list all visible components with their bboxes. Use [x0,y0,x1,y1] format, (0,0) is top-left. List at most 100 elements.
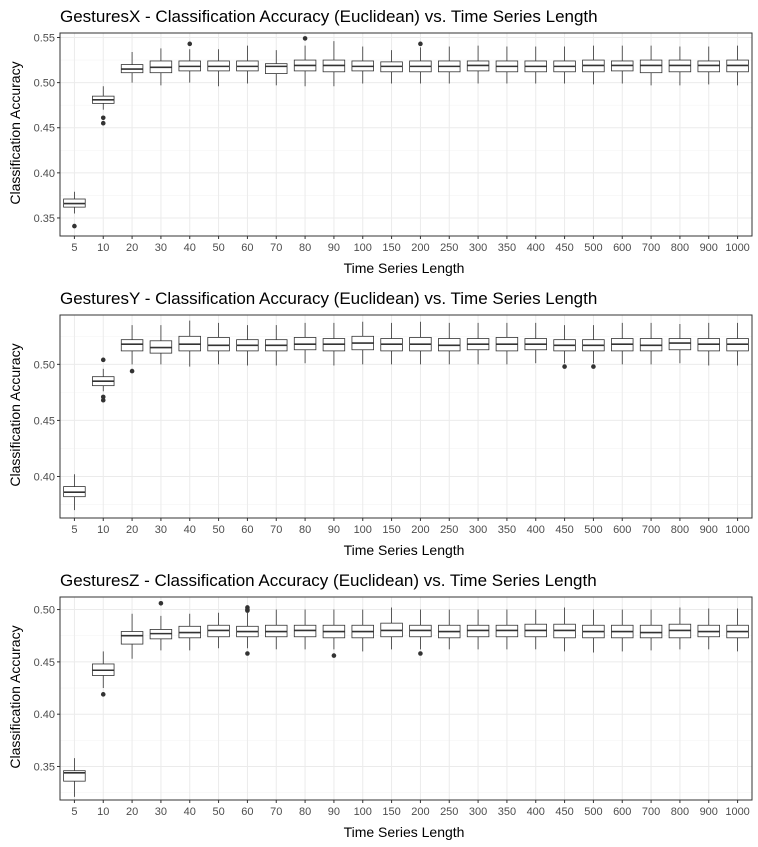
x-tick-label: 300 [469,242,487,254]
x-tick-label: 150 [382,242,400,254]
panel-border [59,32,753,237]
x-tick-label: 50 [212,242,224,254]
y-tick-label: 0.35 [34,213,55,225]
x-tick-label: 250 [440,524,458,536]
outlier-point [187,41,193,47]
box-70 [265,609,288,650]
box-body [120,631,144,645]
box-450 [553,325,576,369]
box-50 [207,322,230,365]
box-70 [265,325,288,366]
x-tick-label: 5 [71,242,77,254]
y-tick-label: 0.40 [34,472,55,484]
box-400 [524,609,547,650]
box-700 [639,322,663,365]
box-500 [582,325,605,369]
x-tick-label: 200 [411,524,429,536]
box-1000 [726,608,749,652]
box-50 [207,612,230,649]
x-tick-label: 100 [354,242,372,254]
y-tick-label: 0.40 [34,168,55,180]
x-axis-title: Time Series Length [344,542,465,558]
box-60 [236,325,259,366]
x-tick-label: 30 [155,806,167,818]
outlier-point [129,368,135,374]
box-600 [611,322,634,365]
box-20 [120,613,144,659]
x-tick-label: 80 [299,242,311,254]
x-tick-label: 1000 [725,242,749,254]
x-tick-label: 300 [469,806,487,818]
x-tick-label: 200 [411,806,429,818]
x-tick-label: 800 [671,806,689,818]
x-tick-label: 60 [241,524,253,536]
box-450 [553,607,576,652]
x-axis-title: Time Series Length [344,824,465,840]
panel-border [59,314,753,519]
x-tick-label: 900 [700,242,718,254]
x-tick-label: 70 [270,806,282,818]
x-tick-label: 800 [671,524,689,536]
box-900 [697,608,720,650]
plot-area: 0.40 0.45 0.50 5 10 20 30 40 50 60 70 80 90 100 150 200… [34,314,753,536]
x-tick-label: 350 [498,524,516,536]
outlier-point [100,120,106,126]
box-450 [553,46,576,84]
box-500 [582,45,605,85]
outlier-point [100,394,106,400]
gesturesz-boxplot: 0.35 0.40 0.45 0.50 5 10 20 30 40 50 60 70 80 90 100 15… [7,571,753,840]
box-90 [322,609,346,658]
x-tick-label: 150 [382,524,400,536]
outlier-point [302,36,308,41]
box-30 [149,325,173,365]
box-800 [668,607,692,650]
outlier-point [418,41,423,47]
x-tick-label: 1000 [725,806,749,818]
box-40 [178,41,201,83]
box-10 [92,651,115,697]
x-tick-label: 350 [498,242,516,254]
x-tick-label: 5 [71,806,77,818]
box-5 [63,474,86,511]
box-50 [207,49,230,87]
box-900 [697,46,720,85]
x-tick-label: 80 [299,806,311,818]
chart-title: GesturesX - Classification Accuracy (Euc… [60,7,598,26]
x-tick-label: 500 [584,806,602,818]
box-350 [495,46,519,84]
outlier-point [245,651,250,656]
x-tick-label: 500 [584,242,602,254]
x-tick-label: 600 [613,242,631,254]
box-90 [322,322,346,366]
box-80 [293,609,317,650]
box-body [697,60,720,73]
x-tick-label: 400 [527,524,545,536]
box-body [639,624,663,639]
gesturesy-boxplot: 0.40 0.45 0.50 5 10 20 30 40 50 60 70 80 90 100 150 200… [7,289,753,558]
box-100 [351,46,374,84]
x-tick-label: 100 [354,806,372,818]
outlier-point [331,653,337,658]
x-tick-label: 700 [642,242,660,254]
x-tick-label: 50 [212,806,224,818]
x-tick-label: 800 [671,242,689,254]
x-tick-label: 30 [155,524,167,536]
x-tick-label: 10 [97,524,109,536]
gesturesx-boxplot: 0.35 0.40 0.45 0.50 0.55 5 10 20 30 40 50 60 70 80 90 1… [7,7,753,276]
box-20 [120,51,144,83]
x-tick-label: 200 [411,242,429,254]
x-tick-label: 1000 [725,524,749,536]
y-tick-label: 0.50 [34,605,55,617]
x-tick-label: 700 [642,524,660,536]
x-tick-label: 300 [469,524,487,536]
y-tick-label: 0.55 [34,33,55,45]
box-100 [351,321,374,365]
x-tick-label: 600 [613,524,631,536]
box-300 [466,322,490,365]
box-200 [409,321,432,365]
box-10 [92,357,115,403]
box-600 [611,609,634,652]
outlier-point [100,692,106,697]
outlier-point [245,608,250,613]
x-tick-label: 90 [328,524,340,536]
